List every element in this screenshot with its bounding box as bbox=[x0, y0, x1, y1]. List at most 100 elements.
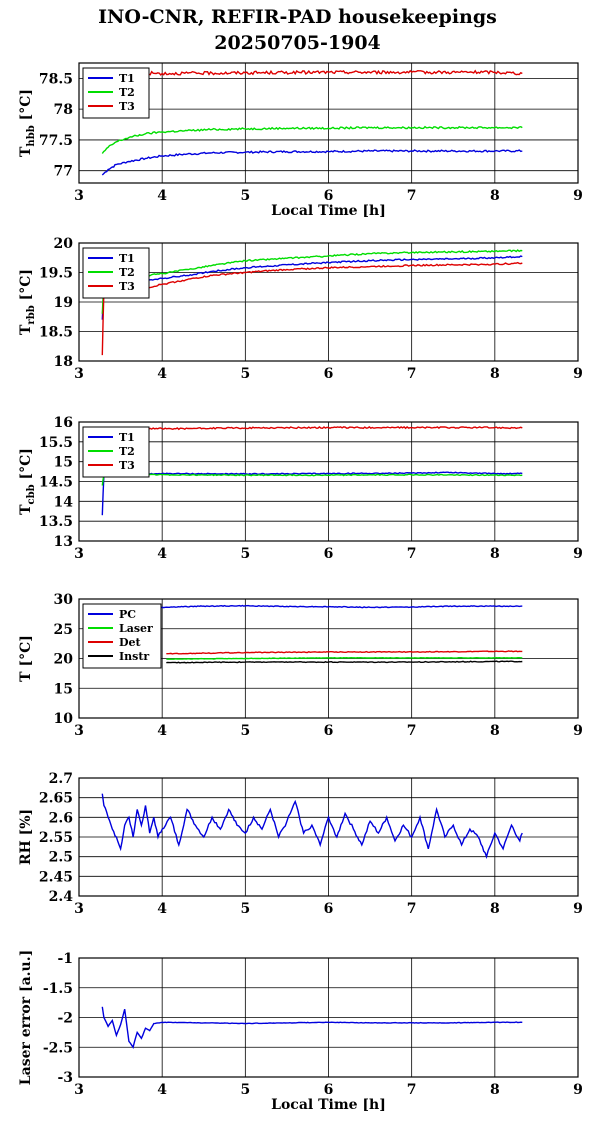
x-tick-label: 9 bbox=[573, 723, 583, 739]
legend-box bbox=[82, 67, 150, 119]
legend-entry: T2 bbox=[119, 86, 135, 99]
y-tick-label: -3 bbox=[57, 1070, 73, 1086]
legend-entry: T3 bbox=[119, 100, 135, 113]
y-tick-label: 2.4 bbox=[49, 889, 74, 905]
x-tick-label: 8 bbox=[490, 1082, 500, 1098]
plot-frame bbox=[78, 598, 579, 719]
x-tick-label: 6 bbox=[324, 546, 334, 562]
y-tick-label: 25 bbox=[54, 622, 73, 638]
x-tick-label: 3 bbox=[74, 1082, 84, 1098]
y-tick-label: 14.5 bbox=[39, 475, 73, 491]
x-tick-label: 9 bbox=[573, 1082, 583, 1098]
y-tick-label: 19 bbox=[54, 295, 73, 311]
x-tick-label: 9 bbox=[573, 366, 583, 382]
y-tick-label: 77.5 bbox=[39, 133, 73, 149]
y-tick-label: -2.5 bbox=[43, 1040, 73, 1056]
x-tick-label: 8 bbox=[490, 188, 500, 204]
y-tick-label: 15.5 bbox=[39, 435, 73, 451]
x-tick-label: 7 bbox=[407, 901, 417, 917]
plot-frame bbox=[78, 777, 579, 897]
x-tick-label: 7 bbox=[407, 723, 417, 739]
x-tick-label: 4 bbox=[157, 901, 167, 917]
series-line-t1 bbox=[101, 149, 523, 176]
y-tick-label: 2.7 bbox=[49, 771, 73, 787]
x-tick-label: 3 bbox=[74, 546, 84, 562]
y-tick-label: 2.6 bbox=[49, 810, 73, 826]
x-tick-label: 7 bbox=[407, 366, 417, 382]
x-tick-label: 6 bbox=[324, 188, 334, 204]
plot-frame bbox=[78, 62, 579, 184]
y-axis-label: Trbb [°C] bbox=[18, 269, 37, 335]
y-tick-label: -2 bbox=[57, 1011, 73, 1027]
series-line-pc bbox=[102, 604, 523, 612]
legend-entry: T2 bbox=[119, 266, 135, 279]
y-tick-label: 19.5 bbox=[39, 266, 73, 282]
x-tick-label: 6 bbox=[324, 723, 334, 739]
chart-title-line-2: 20250705-1904 bbox=[214, 32, 381, 54]
y-tick-label: -1 bbox=[57, 951, 73, 967]
legend-entry: PC bbox=[119, 608, 136, 621]
series-line-t2 bbox=[101, 125, 523, 154]
plot-frame bbox=[78, 242, 579, 362]
y-tick-label: 2.55 bbox=[39, 830, 73, 846]
y-tick-label: 2.65 bbox=[39, 791, 73, 807]
x-axis-label: Local Time [h] bbox=[271, 203, 386, 219]
y-tick-label: 2.5 bbox=[49, 850, 73, 866]
x-tick-label: 6 bbox=[324, 366, 334, 382]
y-tick-label: 30 bbox=[54, 592, 74, 608]
x-tick-label: 7 bbox=[407, 188, 417, 204]
y-tick-label: 13 bbox=[54, 534, 73, 550]
legend-entry: Instr bbox=[119, 650, 149, 663]
y-tick-label: 14 bbox=[54, 494, 74, 510]
x-tick-label: 5 bbox=[240, 723, 250, 739]
series-line-t2 bbox=[101, 473, 523, 486]
series-line-t3 bbox=[101, 261, 523, 356]
chart-panel-5: 3 4 5 6 7 8 9 2.4 2.45 2.5 2.55 2.6 2.65 2.7 RH [%] bbox=[18, 771, 583, 917]
x-tick-label: 5 bbox=[240, 546, 250, 562]
y-tick-label: 2.45 bbox=[39, 869, 73, 885]
x-tick-label: 7 bbox=[407, 546, 417, 562]
x-tick-label: 5 bbox=[240, 1082, 250, 1098]
y-tick-label: -1.5 bbox=[43, 981, 73, 997]
plot-frame bbox=[78, 957, 579, 1078]
x-tick-label: 3 bbox=[74, 188, 84, 204]
x-tick-label: 5 bbox=[240, 188, 250, 204]
y-tick-label: 15 bbox=[54, 681, 73, 697]
chart-panel-3: 3 4 5 6 7 8 9 13 13.5 14 14.5 15 15.5 16 Tcbb [°C] T1T2… bbox=[18, 415, 583, 562]
plot-frame bbox=[78, 421, 579, 542]
x-tick-label: 3 bbox=[74, 366, 84, 382]
y-tick-label: 15 bbox=[54, 455, 73, 471]
y-tick-label: 78 bbox=[54, 102, 73, 118]
x-tick-label: 4 bbox=[157, 366, 167, 382]
series-line-data bbox=[101, 1006, 523, 1050]
series-line-t1 bbox=[101, 471, 523, 516]
legend-entry: T1 bbox=[119, 431, 135, 444]
x-tick-label: 8 bbox=[490, 723, 500, 739]
series-line-det bbox=[166, 650, 523, 655]
y-tick-label: 18.5 bbox=[39, 325, 73, 341]
x-tick-label: 4 bbox=[157, 1082, 167, 1098]
legend-entry: T2 bbox=[119, 445, 135, 458]
y-axis-label: Tcbb [°C] bbox=[18, 448, 37, 515]
x-tick-label: 6 bbox=[324, 901, 334, 917]
y-tick-label: 78.5 bbox=[39, 71, 73, 87]
chart-title-line-1: INO-CNR, REFIR-PAD housekeepings bbox=[98, 6, 497, 28]
x-tick-label: 7 bbox=[407, 1082, 417, 1098]
x-tick-label: 5 bbox=[240, 901, 250, 917]
x-tick-label: 4 bbox=[157, 188, 167, 204]
series-line-laser bbox=[166, 656, 523, 660]
legend-entry: T1 bbox=[119, 72, 135, 85]
x-axis-label: Local Time [h] bbox=[271, 1097, 386, 1113]
legend-entry: T3 bbox=[119, 459, 135, 472]
x-tick-label: 4 bbox=[157, 546, 167, 562]
legend-entry: Laser bbox=[119, 622, 153, 635]
y-axis-label: T [°C] bbox=[18, 635, 34, 682]
y-tick-label: 77 bbox=[54, 164, 73, 180]
x-tick-label: 5 bbox=[240, 366, 250, 382]
y-axis-label: RH [%] bbox=[18, 809, 34, 865]
x-tick-label: 9 bbox=[573, 901, 583, 917]
x-tick-label: 8 bbox=[490, 546, 500, 562]
